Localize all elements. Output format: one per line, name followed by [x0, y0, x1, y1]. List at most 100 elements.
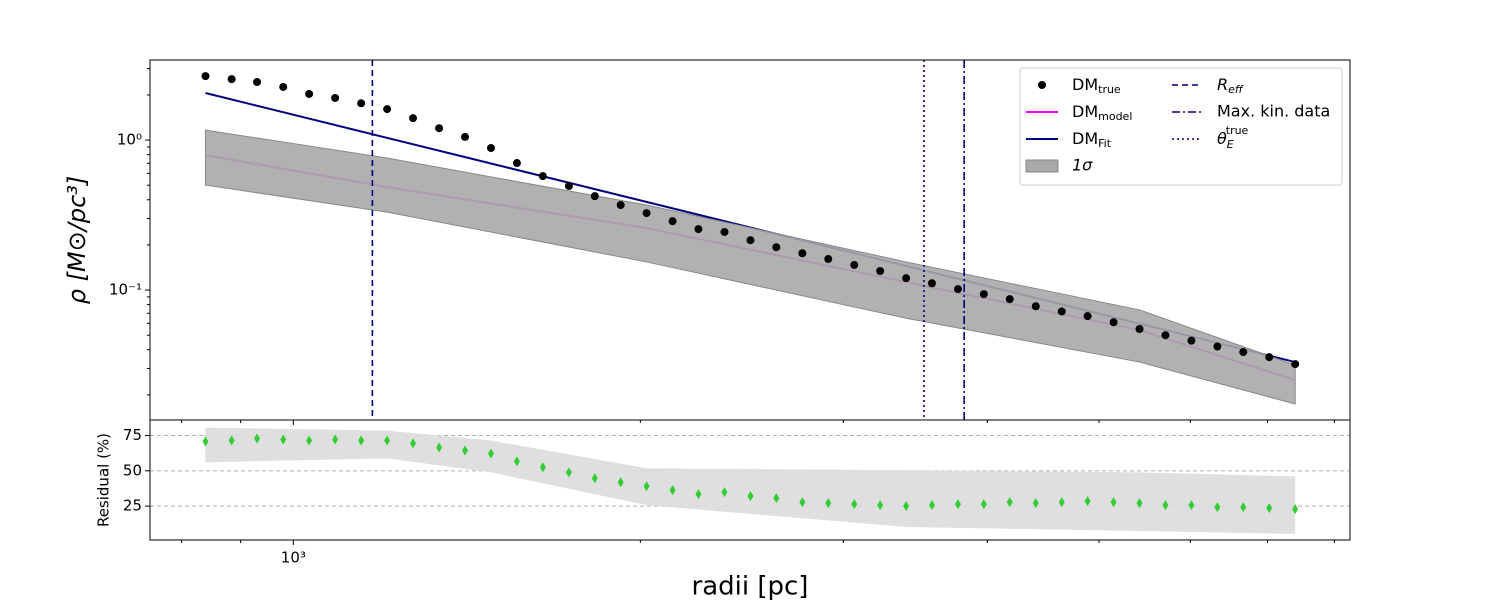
data-point	[201, 72, 210, 81]
data-point	[486, 144, 495, 153]
data-point	[979, 290, 988, 299]
data-point	[1188, 500, 1195, 511]
data-point	[1266, 503, 1273, 514]
data-point	[279, 82, 288, 91]
data-point	[954, 499, 961, 510]
data-point	[564, 182, 573, 191]
data-point	[798, 249, 807, 258]
legend-box	[1019, 67, 1343, 186]
data-point	[980, 499, 987, 510]
legend-label-part: eff	[1228, 83, 1244, 96]
y-tick-label: 50	[123, 461, 142, 479]
data-point	[903, 501, 910, 512]
y-tick-label: 75	[123, 426, 142, 444]
data-point	[462, 445, 469, 456]
data-point	[773, 493, 780, 504]
data-point	[850, 260, 859, 269]
data-point	[590, 192, 599, 201]
data-point	[227, 75, 236, 84]
data-point	[616, 201, 625, 210]
data-point	[331, 93, 340, 102]
x-tick-label: 10³	[281, 549, 306, 567]
plot-frame	[149, 419, 1351, 541]
data-point	[851, 499, 858, 510]
legend-label-part: true	[1226, 124, 1249, 137]
data-point	[642, 209, 651, 218]
legend-label-part: R	[1217, 75, 1228, 94]
y-tick-label: 10⁻¹	[109, 281, 142, 299]
data-point	[591, 473, 598, 484]
data-point	[1031, 302, 1040, 311]
data-point	[1109, 318, 1118, 327]
legend-label-part: θ	[1217, 129, 1227, 148]
plot-panel: 25 50 75 10³	[123, 419, 1351, 567]
data-point	[928, 500, 935, 511]
data-point	[409, 114, 418, 123]
legend-label-part: DM	[1072, 129, 1098, 148]
legend-label-part: DM	[1072, 75, 1098, 94]
data-point	[228, 435, 235, 446]
data-point	[1161, 331, 1170, 340]
legend-label-part: model	[1098, 110, 1132, 123]
data-point	[1214, 502, 1221, 513]
legend-label-part: DM	[1072, 102, 1098, 121]
data-point	[565, 467, 572, 478]
data-point	[305, 89, 314, 98]
data-point	[253, 77, 262, 86]
data-point	[435, 124, 444, 133]
data-point	[1187, 336, 1196, 345]
data-point	[538, 172, 547, 181]
data-point	[747, 491, 754, 502]
confidence-band	[205, 427, 1296, 534]
data-point	[799, 497, 806, 508]
y-axis-label: ρ [M⊙/pc³]	[63, 176, 91, 305]
data-point	[824, 255, 833, 264]
data-point	[927, 279, 936, 288]
legend-label: DMmodel	[1072, 102, 1132, 124]
confidence-band	[204, 129, 1296, 405]
data-point	[695, 489, 702, 500]
data-point	[1057, 307, 1066, 316]
legend-label: DMtrue	[1072, 75, 1121, 97]
data-point	[1162, 500, 1169, 511]
legend-label: 1σ	[1072, 156, 1093, 175]
legend-marker	[1025, 159, 1059, 173]
data-point	[512, 159, 521, 168]
data-point	[280, 434, 287, 445]
data-point	[306, 435, 313, 446]
data-point	[513, 456, 520, 467]
legend-label: θEtrue	[1217, 124, 1249, 151]
data-point	[357, 99, 366, 108]
data-point	[876, 266, 885, 275]
legend-marker	[1038, 81, 1046, 89]
data-point	[410, 438, 417, 449]
data-point	[383, 105, 392, 114]
x-axis-label: radii [pc]	[692, 572, 809, 600]
legend-label: Reff	[1217, 75, 1244, 97]
data-point	[1032, 498, 1039, 509]
legend-label: DMFit	[1072, 129, 1112, 151]
data-point	[1058, 497, 1065, 508]
data-point	[617, 477, 624, 488]
data-point	[721, 487, 728, 498]
y-tick-label: 25	[123, 497, 142, 515]
data-point	[461, 132, 470, 141]
data-point	[1006, 497, 1013, 508]
legend-label-part: E	[1227, 138, 1234, 151]
data-point	[720, 227, 729, 236]
data-point	[1213, 342, 1222, 351]
data-point	[1291, 360, 1300, 369]
data-point	[1239, 348, 1248, 357]
data-point	[953, 285, 962, 294]
data-point	[1083, 312, 1092, 321]
data-point	[1135, 324, 1144, 333]
data-point	[1005, 295, 1014, 304]
data-point	[746, 236, 755, 245]
legend-label-part: true	[1098, 83, 1121, 96]
y-axis-label: Residual (%)	[95, 433, 113, 527]
data-point	[254, 433, 261, 444]
data-point	[1265, 353, 1274, 362]
data-point	[539, 462, 546, 473]
data-point	[669, 485, 676, 496]
